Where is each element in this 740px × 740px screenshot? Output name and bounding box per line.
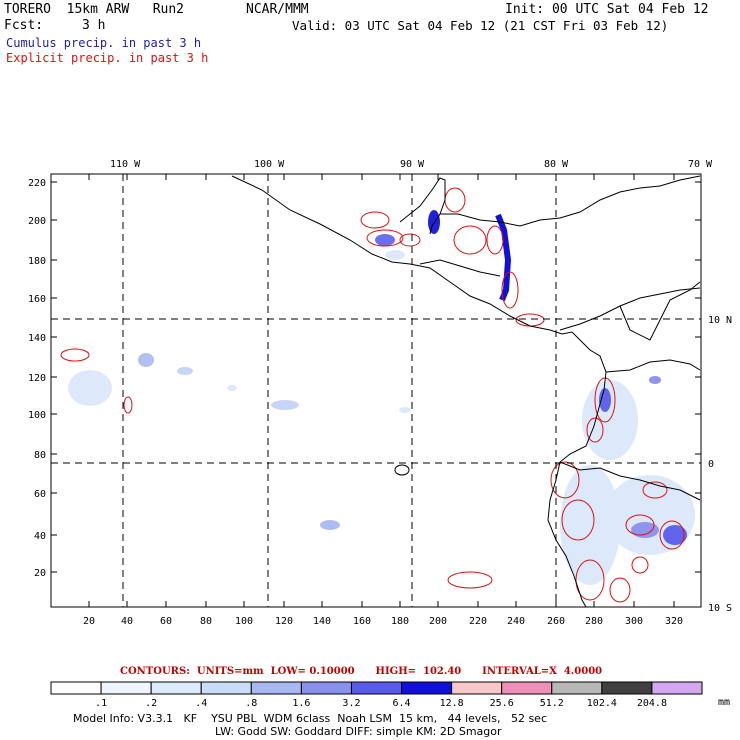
coastlines	[231, 175, 701, 608]
colorbar-swatch	[651, 681, 703, 695]
colorbar-swatch	[551, 681, 603, 695]
colorbar-label: 12.8	[440, 698, 464, 709]
colorbar-swatch	[601, 681, 653, 695]
y-tick: 220	[28, 178, 46, 189]
x-tick: 120	[275, 616, 293, 627]
colorbar-label: 204.8	[637, 698, 667, 709]
colorbar-swatch	[250, 681, 302, 695]
cumulus-legend: Cumulus precip. in past 3 h	[6, 36, 202, 50]
colorbar-labels: .1 .2 .4 .8 1.6 3.2 6.4 12.8 25.6 51.2 102.4 204.8	[95, 698, 667, 709]
explicit-legend: Explicit precip. in past 3 h	[6, 51, 209, 65]
colorbar-swatch	[200, 681, 252, 695]
lat-label-0: 0	[708, 459, 714, 470]
axis-tick-marks	[51, 174, 701, 607]
x-tick: 240	[507, 616, 525, 627]
colorbar-label: 1.6	[292, 698, 310, 709]
y-tick: 80	[34, 450, 46, 461]
colorbar-label: 51.2	[540, 698, 564, 709]
colorbar-unit: mm	[718, 697, 730, 708]
x-tick: 180	[391, 616, 409, 627]
x-tick: 200	[429, 616, 447, 627]
left-axis-labels: 20 40 60 80 100 120 140 160 180 200 220	[28, 178, 46, 579]
y-tick: 180	[28, 256, 46, 267]
lat-label-10s: 10 S	[708, 603, 732, 614]
longitude-labels: 110 W 100 W 90 W 80 W 70 W	[110, 159, 713, 170]
colorbar-swatch	[100, 681, 152, 695]
x-tick: 320	[665, 616, 683, 627]
init-time: Init: 00 UTC Sat 04 Feb 12	[505, 2, 709, 17]
x-tick: 260	[547, 616, 565, 627]
lon-label-90w: 90 W	[400, 159, 425, 170]
lon-label-70w: 70 W	[688, 159, 713, 170]
contour-info: CONTOURS: UNITS=mm LOW= 0.10000 HIGH= 10…	[120, 666, 603, 677]
x-tick: 280	[585, 616, 603, 627]
bottom-axis-labels: 20 40 60 80 100 120 140 160 180 200 220 …	[83, 616, 683, 627]
colorbar-label: 6.4	[393, 698, 411, 709]
colorbar-label: .4	[195, 698, 207, 709]
y-tick: 100	[28, 410, 46, 421]
colorbar-swatch	[350, 681, 403, 695]
latitude-labels: 10 N 0 10 S	[708, 315, 732, 614]
lon-label-80w: 80 W	[544, 159, 569, 170]
y-tick: 20	[34, 568, 46, 579]
colorbar-swatch	[401, 681, 453, 695]
colorbar-label: .1	[95, 698, 107, 709]
y-tick: 160	[28, 294, 46, 305]
graticule	[51, 174, 701, 607]
forecast-label: Fcst:	[4, 18, 44, 33]
lon-label-110w: 110 W	[110, 159, 141, 170]
y-tick: 140	[28, 333, 46, 344]
y-tick: 40	[34, 531, 46, 542]
y-tick: 120	[28, 373, 46, 384]
valid-time: Valid: 03 UTC Sat 04 Feb 12 (21 CST Fri …	[292, 18, 669, 33]
forecast-hour: 3 h	[82, 18, 106, 33]
organization-label: NCAR/MMM	[246, 2, 309, 17]
x-tick: 220	[469, 616, 487, 627]
x-tick: 20	[83, 616, 95, 627]
convective-band	[375, 210, 512, 302]
colorbar-swatch	[451, 681, 503, 695]
model-title: TORERO 15km ARW Run2	[4, 2, 185, 17]
y-tick: 200	[28, 216, 46, 227]
colorbar-label: .8	[245, 698, 257, 709]
x-tick: 40	[121, 616, 133, 627]
x-tick: 140	[313, 616, 331, 627]
colorbar-swatch	[150, 681, 202, 695]
x-tick: 300	[625, 616, 643, 627]
lon-label-100w: 100 W	[254, 159, 285, 170]
colorbar-label: 25.6	[490, 698, 514, 709]
x-tick: 60	[160, 616, 172, 627]
colorbar-swatch	[501, 681, 553, 695]
model-physics: LW: Godd SW: Goddard DIFF: simple KM: 2D…	[215, 725, 502, 738]
lat-label-10n: 10 N	[708, 315, 732, 326]
model-info: Model Info: V3.3.1 KF YSU PBL WDM 6class…	[73, 712, 547, 725]
colorbar	[50, 681, 703, 695]
colorbar-label: 102.4	[587, 698, 617, 709]
colorbar-swatch	[300, 681, 352, 695]
cumulus-precip-field	[68, 250, 695, 585]
x-tick: 160	[353, 616, 371, 627]
x-tick: 100	[235, 616, 253, 627]
y-tick: 60	[34, 489, 46, 500]
colorbar-label: .2	[145, 698, 157, 709]
colorbar-swatch	[50, 681, 102, 695]
x-tick: 80	[200, 616, 212, 627]
colorbar-label: 3.2	[342, 698, 360, 709]
